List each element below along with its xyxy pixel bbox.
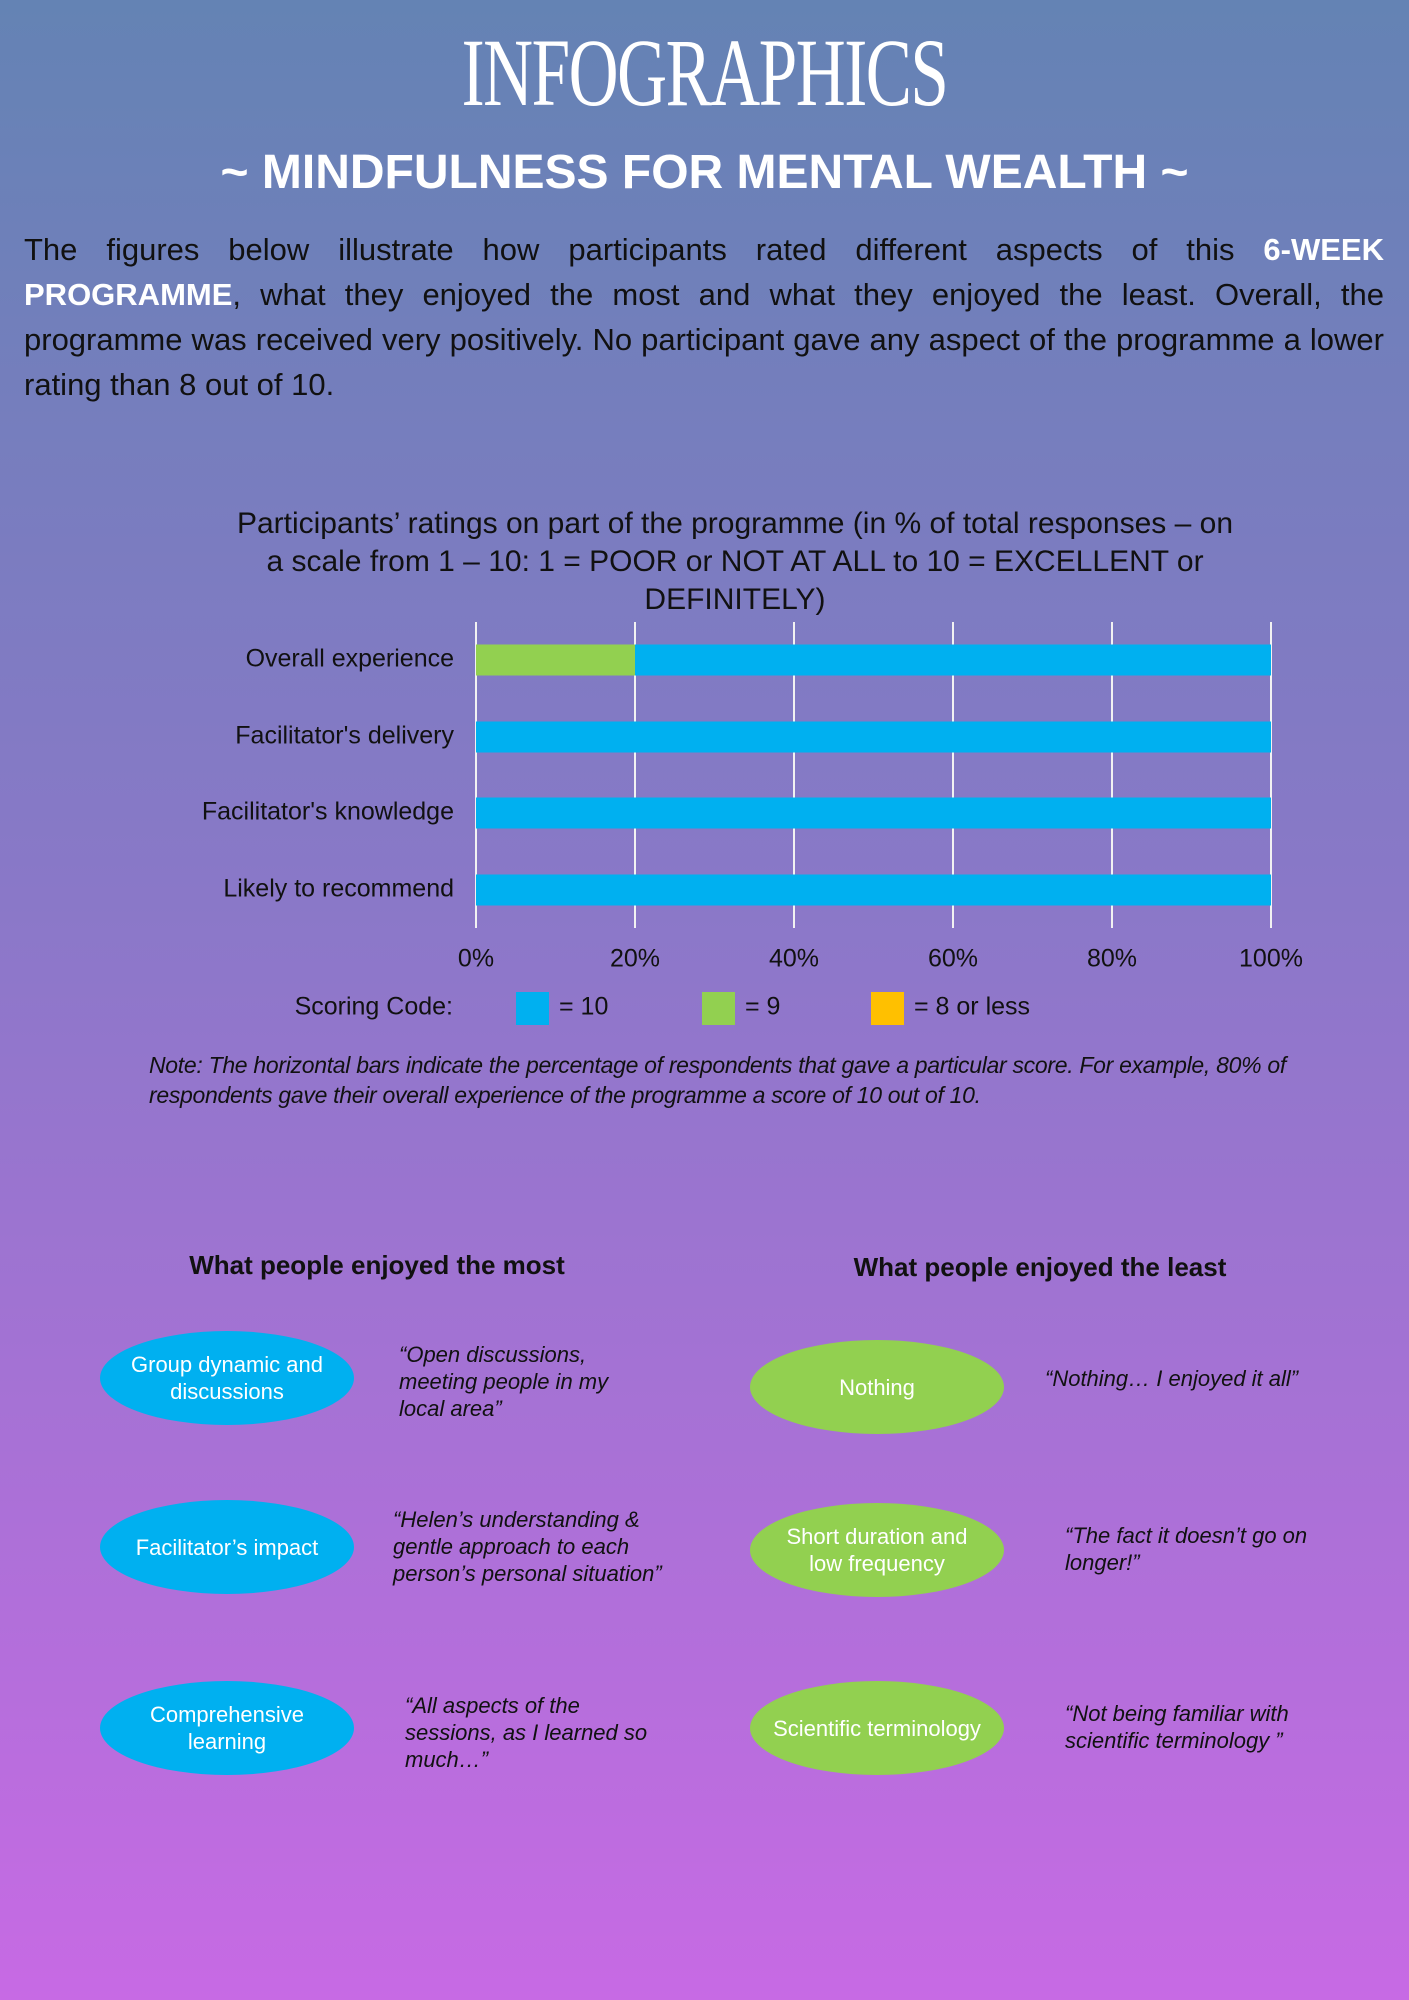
- topic-oval: Nothing: [750, 1340, 1004, 1434]
- y-tick-label: Facilitator's knowledge: [202, 798, 454, 826]
- topic-oval: Scientific terminology: [750, 1681, 1004, 1775]
- intro-text: The figures below illustrate how partici…: [24, 227, 1384, 407]
- y-tick-label: Overall experience: [246, 645, 454, 673]
- legend-swatch: [516, 992, 549, 1025]
- bar-segment: [476, 874, 1271, 906]
- legend-swatch: [702, 992, 735, 1025]
- legend-title: Scoring Code:: [295, 993, 453, 1021]
- section-heading: What people enjoyed the least: [853, 1252, 1227, 1282]
- x-tick-label: 80%: [1087, 945, 1137, 973]
- chart: 0% 20% 40% 60% 80% 100% Overall experience Faci…: [202, 622, 1303, 1025]
- bar-segment: [476, 797, 1271, 829]
- y-tick-label: Facilitator's delivery: [235, 722, 454, 750]
- quote-text: “The fact it doesn’t go on longer!”: [1065, 1523, 1308, 1575]
- topic-oval: Group dynamic and discussions: [100, 1331, 354, 1425]
- legend-label: = 9: [745, 993, 780, 1021]
- quote-text: “All aspects of the sessions, as I learn…: [405, 1693, 648, 1772]
- intro-emphasis: 6-WEEK PROGRAMME: [24, 232, 1384, 312]
- topic-oval: Comprehensive learning: [100, 1681, 354, 1775]
- intro-part: , what they enjoyed the most and what th…: [24, 277, 1384, 402]
- page-subtitle: ~ MINDFULNESS FOR MENTAL WEALTH ~: [220, 146, 1189, 199]
- section-heading: What people enjoyed the most: [189, 1250, 565, 1280]
- x-tick-label: 20%: [610, 945, 660, 973]
- quote-text: “Not being familiar with scientific term…: [1065, 1701, 1289, 1753]
- x-tick-label: 100%: [1239, 945, 1303, 973]
- bar-segment: [476, 721, 1271, 753]
- page-title: INFOGRAPHICS: [461, 19, 949, 126]
- x-tick-label: 60%: [928, 945, 978, 973]
- chart-note: Note: The horizontal bars indicate the p…: [149, 1052, 1286, 1108]
- chart-title: Participants’ ratings on part of the pro…: [236, 507, 1234, 616]
- topic-oval: Facilitator’s impact: [100, 1500, 354, 1594]
- y-tick-label: Likely to recommend: [223, 875, 454, 903]
- bar-segment: [635, 644, 1271, 676]
- x-tick-label: 0%: [458, 945, 494, 973]
- intro-part: The figures below illustrate how partici…: [24, 232, 1264, 267]
- x-tick-label: 40%: [769, 945, 819, 973]
- bar-segment: [476, 644, 635, 676]
- topic-oval: Short duration and low frequency: [750, 1503, 1004, 1597]
- quote-text: “Open discussions, meeting people in my …: [399, 1342, 609, 1421]
- quote-text: “Helen’s understanding & gentle approach…: [393, 1507, 662, 1586]
- legend-swatch: [871, 992, 904, 1025]
- legend-label: = 8 or less: [914, 993, 1030, 1021]
- legend-label: = 10: [559, 993, 608, 1021]
- quote-text: “Nothing… I enjoyed it all”: [1045, 1366, 1299, 1391]
